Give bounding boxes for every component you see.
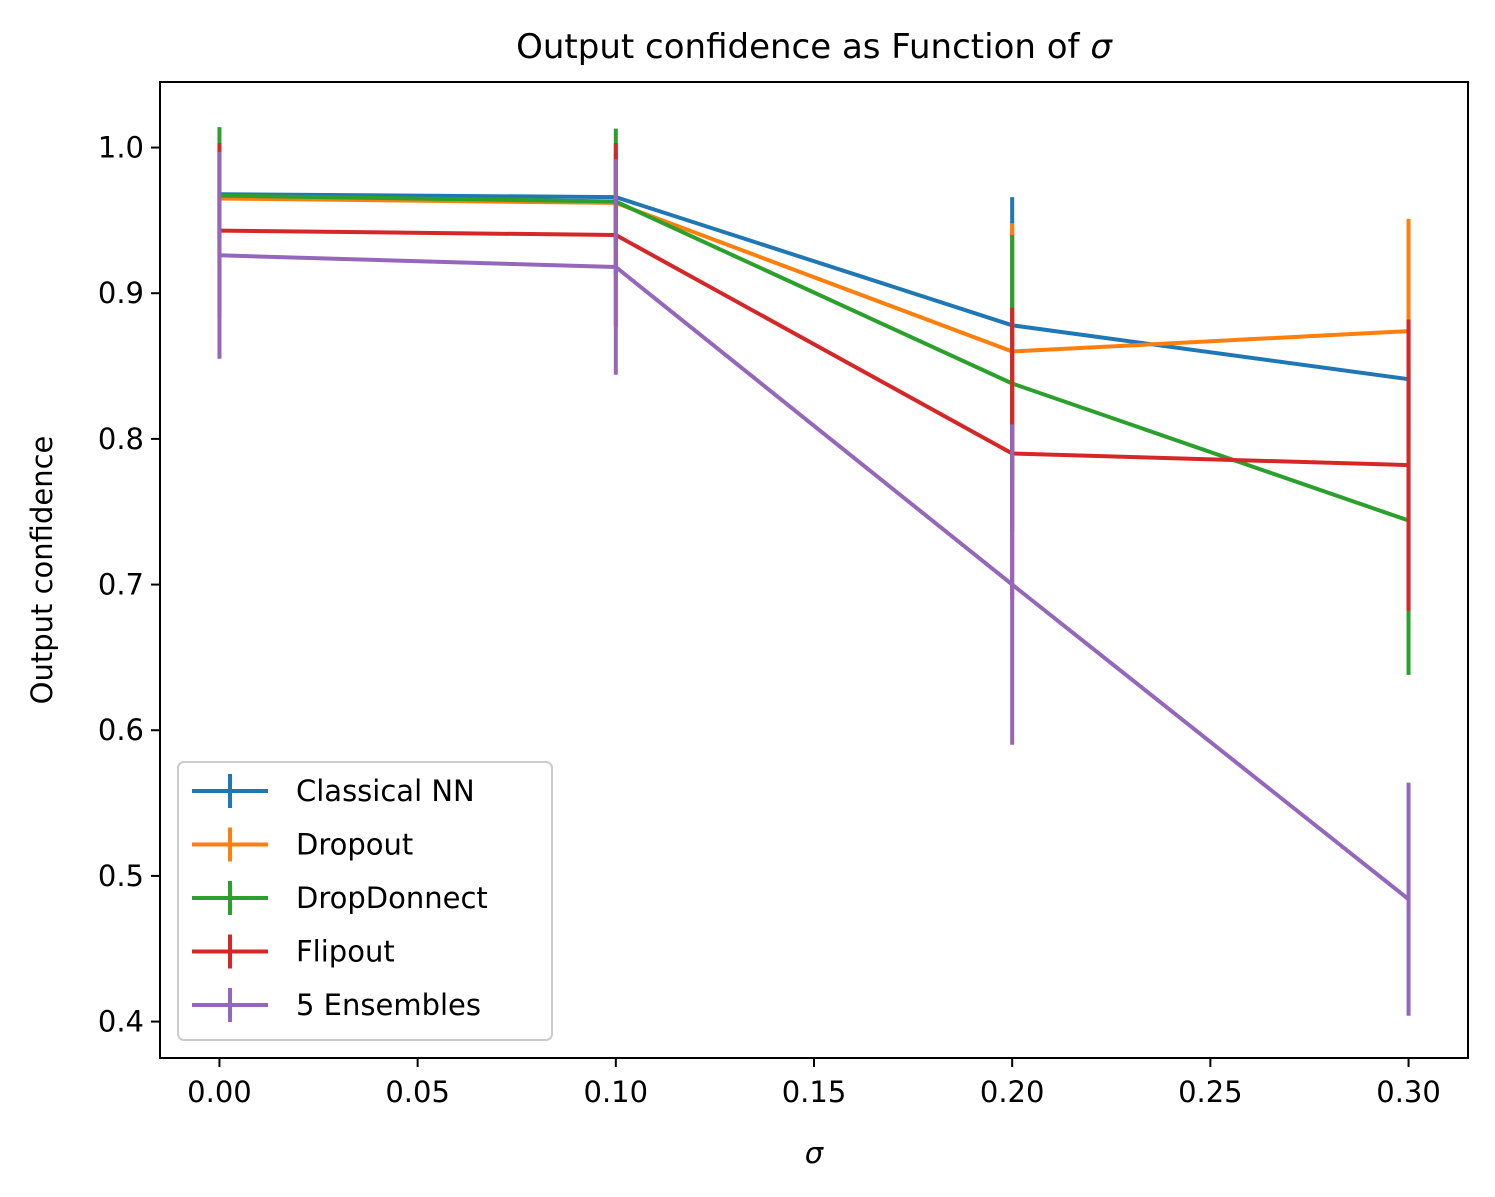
x-tick-label: 0.00 (187, 1075, 252, 1109)
y-tick-label: 0.7 (98, 568, 144, 602)
y-tick-label: 0.8 (98, 422, 144, 456)
legend-label: Classical NN (296, 774, 475, 808)
series-line (219, 228, 1409, 468)
plot-frame (159, 81, 1469, 1059)
legend-box (177, 761, 553, 1041)
series-line (219, 196, 1409, 354)
series-line (219, 193, 1410, 523)
series-4 (217, 151, 1411, 1016)
x-axis-label: σ (805, 1136, 825, 1170)
series-1 (217, 154, 1411, 480)
series-line (219, 192, 1409, 382)
y-tick-label: 0.4 (98, 1005, 144, 1039)
y-tick-label: 0.9 (98, 276, 144, 310)
y-axis-label: Output confidence (25, 436, 59, 705)
y-tick-label: 0.5 (98, 859, 144, 893)
y-tick-label: 0.6 (98, 713, 144, 747)
series-3 (217, 143, 1411, 611)
x-tick-label: 0.15 (782, 1075, 847, 1109)
legend-label: 5 Ensembles (296, 988, 481, 1022)
legend-label: Flipout (296, 935, 395, 969)
x-tick-label: 0.20 (980, 1075, 1045, 1109)
y-tick-label: 1.0 (98, 131, 144, 165)
x-tick-label: 0.10 (584, 1075, 649, 1109)
series-line (219, 253, 1410, 901)
legend: Classical NN Dropout DropDonnect Flipout 5 E… (177, 761, 553, 1041)
legend-label: DropDonnect (296, 881, 488, 915)
series-2 (217, 127, 1411, 675)
x-tick-label: 0.05 (385, 1075, 450, 1109)
chart-title: Output confidence as Function of σ (516, 27, 1113, 67)
series-0 (217, 150, 1411, 454)
x-tick-label: 0.25 (1178, 1075, 1243, 1109)
x-tick-label: 0.30 (1376, 1075, 1441, 1109)
plot-series (217, 127, 1411, 1016)
legend-label: Dropout (296, 828, 413, 862)
